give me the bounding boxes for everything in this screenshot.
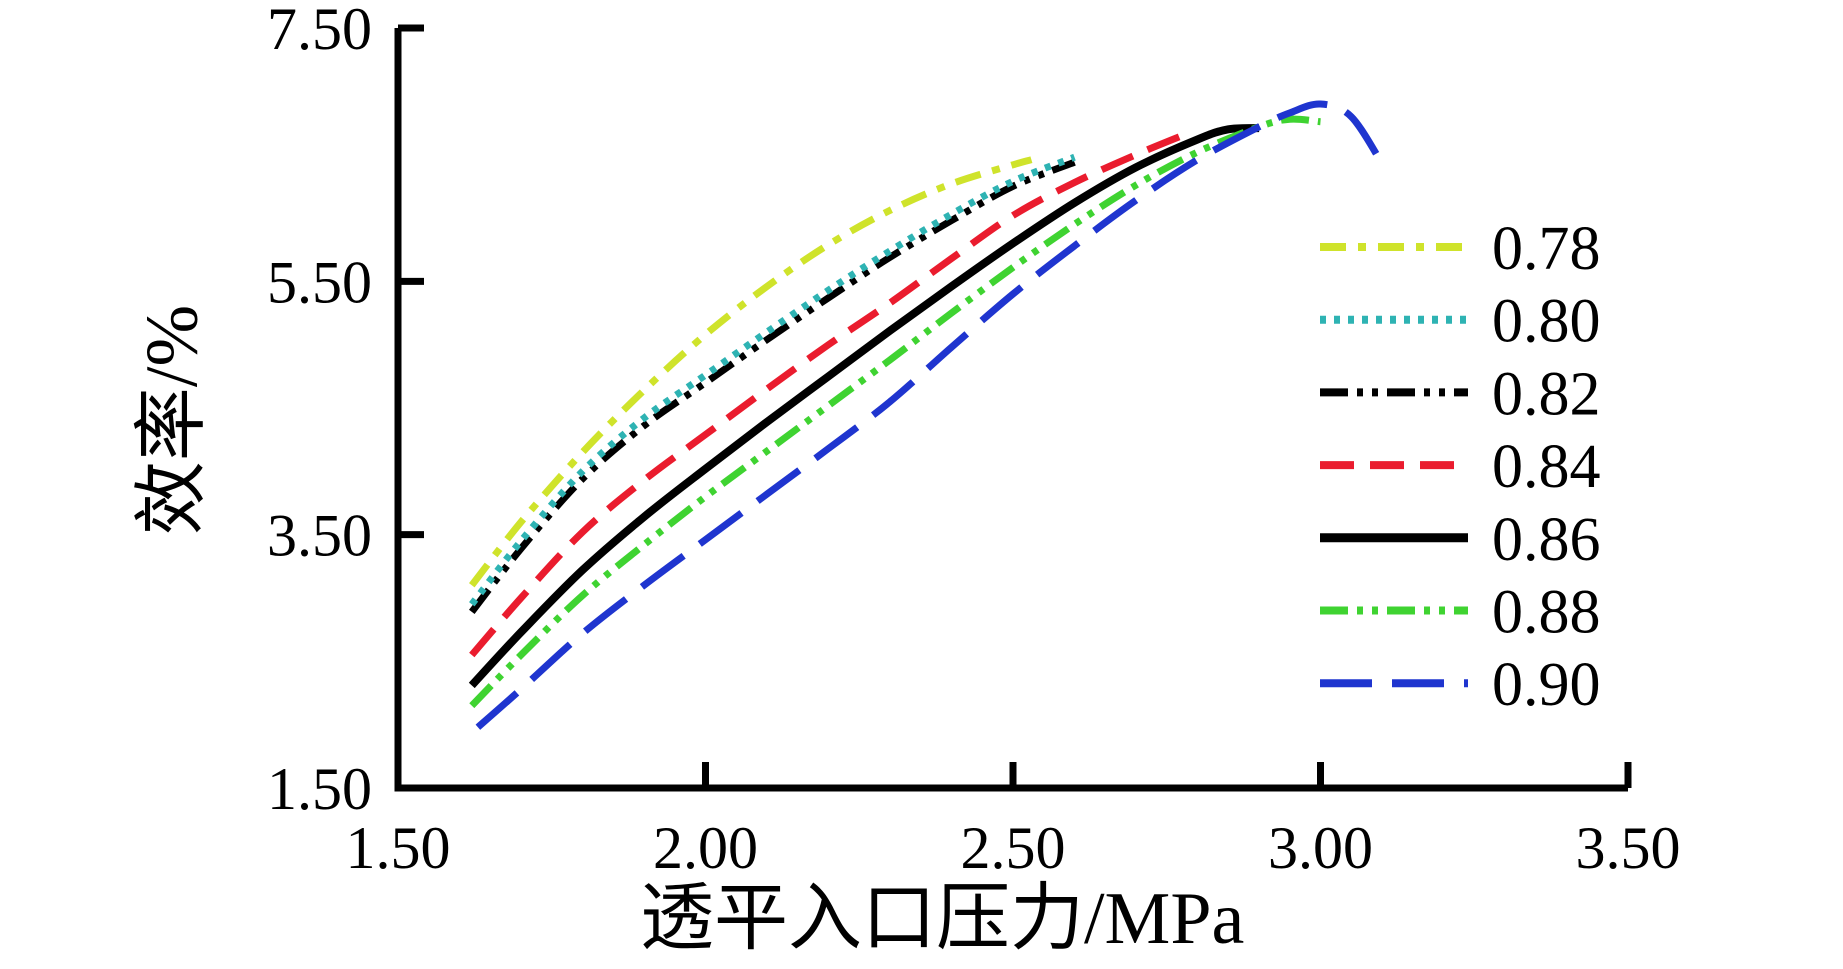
legend-label-0.78: 0.78 bbox=[1492, 215, 1601, 283]
y-axis-label: 效率/% bbox=[131, 304, 214, 536]
axis-lines bbox=[394, 28, 1628, 792]
legend-label-0.80: 0.80 bbox=[1492, 288, 1601, 356]
y-tick-label: 5.50 bbox=[267, 249, 372, 315]
x-tick-label: 1.50 bbox=[346, 815, 451, 881]
y-tick-label: 7.50 bbox=[267, 0, 372, 62]
legend-label-0.88: 0.88 bbox=[1492, 579, 1601, 647]
legend-label-0.82: 0.82 bbox=[1492, 360, 1601, 428]
series-line-0.88 bbox=[469, 115, 1321, 709]
x-tick-label: 2.00 bbox=[653, 815, 758, 881]
legend-label-0.90: 0.90 bbox=[1492, 651, 1601, 719]
x-axis-label: 透平入口压力/MPa bbox=[640, 878, 1245, 960]
legend-label-0.84: 0.84 bbox=[1492, 433, 1601, 501]
series-line-0.84 bbox=[469, 131, 1187, 658]
series-line-0.90 bbox=[475, 100, 1385, 730]
x-tick-label: 3.50 bbox=[1576, 815, 1681, 881]
series-line-0.78 bbox=[469, 156, 1033, 588]
y-tick-label: 1.50 bbox=[267, 756, 372, 822]
x-tick-label: 3.00 bbox=[1268, 815, 1373, 881]
y-tick-label: 3.50 bbox=[267, 503, 372, 569]
series-line-0.80 bbox=[469, 153, 1076, 607]
legend-label-0.86: 0.86 bbox=[1492, 506, 1601, 574]
series-line-0.82 bbox=[469, 159, 1076, 615]
series-line-0.86 bbox=[468, 124, 1260, 689]
x-tick-label: 2.50 bbox=[961, 815, 1066, 881]
